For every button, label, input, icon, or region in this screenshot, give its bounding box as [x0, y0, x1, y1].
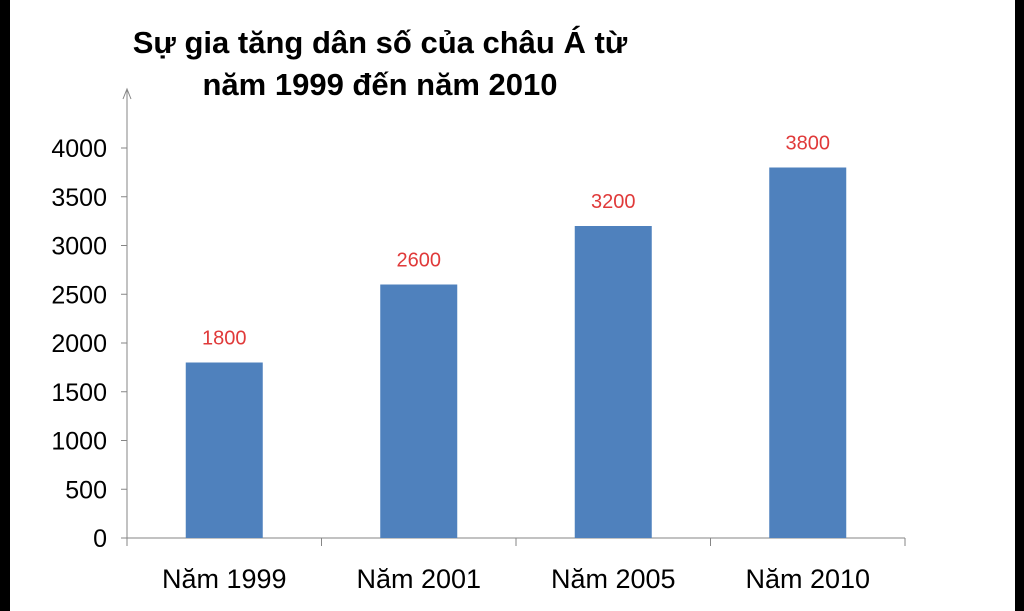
bars-group: [185, 167, 847, 538]
y-tick-label: 3000: [51, 233, 107, 261]
y-tick-label: 1500: [51, 379, 107, 407]
x-category-label: Năm 2010: [745, 564, 870, 594]
data-label: 3800: [786, 133, 831, 155]
x-category-label: Năm 2001: [356, 564, 481, 594]
y-tick-label: 500: [65, 476, 107, 504]
chart-axes: 0 500 1000 1500 2000 2500 3000 3500 4000: [51, 87, 906, 553]
data-label: 2600: [397, 250, 442, 272]
x-category-label: Năm 2005: [551, 564, 676, 594]
labels-group: 1800 Năm 1999 2600 Năm 2001 3200 Năm 2005 3800…: [162, 133, 870, 595]
data-label: 3200: [591, 191, 636, 213]
bar: [185, 362, 263, 538]
chart-canvas: Sự gia tăng dân số của châu Á từ năm 199…: [10, 0, 1015, 611]
data-label: 1800: [202, 328, 247, 350]
y-tick-label: 1000: [51, 428, 107, 456]
bar-chart: 0 500 1000 1500 2000 2500 3000 3500 4000 1800 Năm…: [51, 87, 906, 595]
y-tick-label: 2000: [51, 330, 107, 358]
y-tick-label: 3500: [51, 184, 107, 212]
y-tick-label: 0: [93, 525, 107, 553]
chart-title: Sự gia tăng dân số của châu Á từ năm 199…: [132, 25, 628, 102]
bar: [574, 226, 652, 538]
bar: [769, 167, 847, 538]
y-tick-label: 2500: [51, 281, 107, 309]
y-tick-label: 4000: [51, 135, 107, 163]
x-category-label: Năm 1999: [162, 564, 287, 594]
bar: [380, 284, 458, 538]
y-axis-arrow: [122, 87, 132, 100]
